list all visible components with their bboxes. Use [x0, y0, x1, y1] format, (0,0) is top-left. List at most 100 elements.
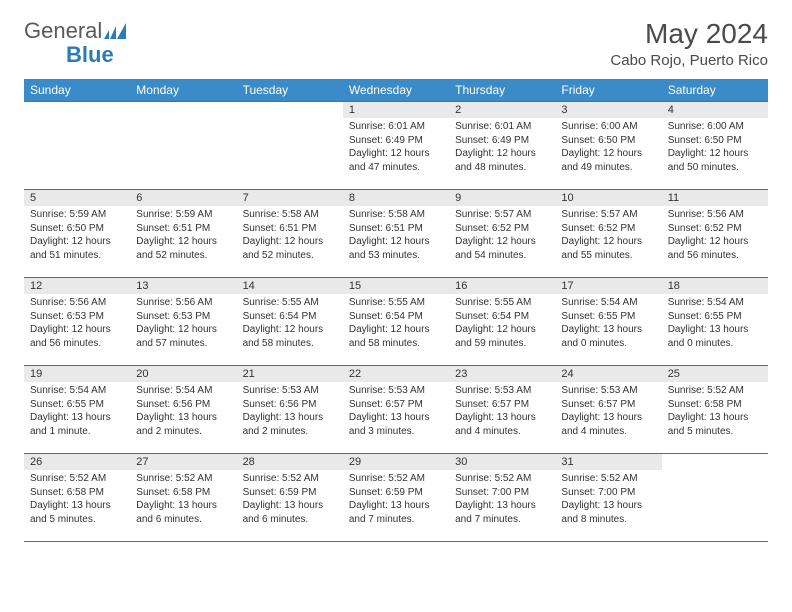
day-detail-line: Sunrise: 5:54 AM: [30, 384, 124, 398]
day-detail-line: Daylight: 13 hours: [561, 499, 655, 513]
day-details: Sunrise: 5:53 AMSunset: 6:57 PMDaylight:…: [555, 382, 661, 442]
title-month: May 2024: [610, 18, 768, 50]
day-detail-line: and 7 minutes.: [455, 513, 549, 527]
day-details: Sunrise: 5:52 AMSunset: 7:00 PMDaylight:…: [449, 470, 555, 530]
day-detail-line: Sunset: 6:52 PM: [561, 222, 655, 236]
calendar-week-row: 5Sunrise: 5:59 AMSunset: 6:50 PMDaylight…: [24, 190, 768, 278]
day-number: 30: [449, 454, 555, 470]
day-detail-line: and 47 minutes.: [349, 161, 443, 175]
calendar-day-cell: 15Sunrise: 5:55 AMSunset: 6:54 PMDayligh…: [343, 278, 449, 366]
calendar-table: Sunday Monday Tuesday Wednesday Thursday…: [24, 79, 768, 542]
day-number: 10: [555, 190, 661, 206]
day-details: Sunrise: 5:56 AMSunset: 6:52 PMDaylight:…: [662, 206, 768, 266]
day-number: 22: [343, 366, 449, 382]
calendar-day-cell: 1Sunrise: 6:01 AMSunset: 6:49 PMDaylight…: [343, 102, 449, 190]
day-detail-line: Sunrise: 5:57 AM: [561, 208, 655, 222]
day-detail-line: Daylight: 12 hours: [30, 323, 124, 337]
day-number: 20: [130, 366, 236, 382]
day-number: 6: [130, 190, 236, 206]
day-detail-line: Sunrise: 5:56 AM: [668, 208, 762, 222]
day-detail-line: Daylight: 12 hours: [668, 235, 762, 249]
day-number: 17: [555, 278, 661, 294]
day-detail-line: and 51 minutes.: [30, 249, 124, 263]
day-detail-line: Daylight: 12 hours: [136, 323, 230, 337]
day-details: Sunrise: 5:52 AMSunset: 6:58 PMDaylight:…: [24, 470, 130, 530]
calendar-day-cell: [130, 102, 236, 190]
day-details: Sunrise: 5:56 AMSunset: 6:53 PMDaylight:…: [24, 294, 130, 354]
calendar-day-cell: 16Sunrise: 5:55 AMSunset: 6:54 PMDayligh…: [449, 278, 555, 366]
day-detail-line: Sunset: 6:58 PM: [30, 486, 124, 500]
calendar-week-row: 19Sunrise: 5:54 AMSunset: 6:55 PMDayligh…: [24, 366, 768, 454]
day-detail-line: Sunset: 6:57 PM: [455, 398, 549, 412]
day-number: 16: [449, 278, 555, 294]
day-detail-line: Sunset: 6:59 PM: [349, 486, 443, 500]
calendar-day-cell: 9Sunrise: 5:57 AMSunset: 6:52 PMDaylight…: [449, 190, 555, 278]
day-detail-line: Sunrise: 5:59 AM: [30, 208, 124, 222]
calendar-day-cell: 26Sunrise: 5:52 AMSunset: 6:58 PMDayligh…: [24, 454, 130, 542]
day-detail-line: Daylight: 13 hours: [668, 323, 762, 337]
day-detail-line: Sunset: 6:50 PM: [561, 134, 655, 148]
day-detail-line: and 58 minutes.: [243, 337, 337, 351]
day-detail-line: and 5 minutes.: [30, 513, 124, 527]
day-details: Sunrise: 5:55 AMSunset: 6:54 PMDaylight:…: [343, 294, 449, 354]
day-detail-line: Daylight: 12 hours: [561, 235, 655, 249]
weekday-header: Tuesday: [237, 79, 343, 102]
day-detail-line: and 54 minutes.: [455, 249, 549, 263]
day-detail-line: and 5 minutes.: [668, 425, 762, 439]
day-detail-line: and 3 minutes.: [349, 425, 443, 439]
day-detail-line: Sunset: 6:57 PM: [561, 398, 655, 412]
day-detail-line: and 56 minutes.: [668, 249, 762, 263]
day-detail-line: and 4 minutes.: [561, 425, 655, 439]
day-detail-line: Sunset: 6:58 PM: [668, 398, 762, 412]
day-detail-line: Daylight: 13 hours: [455, 411, 549, 425]
day-detail-line: Sunrise: 5:52 AM: [668, 384, 762, 398]
day-detail-line: and 1 minute.: [30, 425, 124, 439]
day-details: Sunrise: 5:54 AMSunset: 6:56 PMDaylight:…: [130, 382, 236, 442]
day-detail-line: and 53 minutes.: [349, 249, 443, 263]
calendar-day-cell: 28Sunrise: 5:52 AMSunset: 6:59 PMDayligh…: [237, 454, 343, 542]
day-detail-line: Daylight: 13 hours: [30, 411, 124, 425]
day-detail-line: and 2 minutes.: [243, 425, 337, 439]
day-detail-line: Daylight: 13 hours: [455, 499, 549, 513]
day-details: Sunrise: 5:59 AMSunset: 6:51 PMDaylight:…: [130, 206, 236, 266]
day-number: 29: [343, 454, 449, 470]
weekday-header: Friday: [555, 79, 661, 102]
day-details: Sunrise: 5:52 AMSunset: 6:59 PMDaylight:…: [343, 470, 449, 530]
day-detail-line: Sunrise: 6:00 AM: [668, 120, 762, 134]
calendar-day-cell: 20Sunrise: 5:54 AMSunset: 6:56 PMDayligh…: [130, 366, 236, 454]
day-detail-line: Daylight: 12 hours: [349, 147, 443, 161]
day-detail-line: Sunset: 6:54 PM: [243, 310, 337, 324]
calendar-day-cell: 29Sunrise: 5:52 AMSunset: 6:59 PMDayligh…: [343, 454, 449, 542]
day-detail-line: and 6 minutes.: [243, 513, 337, 527]
day-detail-line: Sunrise: 6:00 AM: [561, 120, 655, 134]
day-detail-line: Daylight: 13 hours: [243, 411, 337, 425]
calendar-day-cell: [662, 454, 768, 542]
day-detail-line: Sunrise: 6:01 AM: [349, 120, 443, 134]
day-details: Sunrise: 6:01 AMSunset: 6:49 PMDaylight:…: [343, 118, 449, 178]
day-detail-line: Sunset: 6:50 PM: [668, 134, 762, 148]
day-detail-line: Sunset: 7:00 PM: [455, 486, 549, 500]
day-number: 7: [237, 190, 343, 206]
day-detail-line: Daylight: 13 hours: [561, 323, 655, 337]
day-details: Sunrise: 5:54 AMSunset: 6:55 PMDaylight:…: [555, 294, 661, 354]
weekday-header-row: Sunday Monday Tuesday Wednesday Thursday…: [24, 79, 768, 102]
title-location: Cabo Rojo, Puerto Rico: [610, 52, 768, 69]
calendar-day-cell: 25Sunrise: 5:52 AMSunset: 6:58 PMDayligh…: [662, 366, 768, 454]
day-detail-line: Sunrise: 5:53 AM: [455, 384, 549, 398]
day-detail-line: Daylight: 13 hours: [349, 499, 443, 513]
weekday-header: Sunday: [24, 79, 130, 102]
calendar-day-cell: 2Sunrise: 6:01 AMSunset: 6:49 PMDaylight…: [449, 102, 555, 190]
day-number: 18: [662, 278, 768, 294]
day-details: Sunrise: 5:53 AMSunset: 6:56 PMDaylight:…: [237, 382, 343, 442]
day-detail-line: Sunrise: 5:58 AM: [349, 208, 443, 222]
day-number: 31: [555, 454, 661, 470]
day-detail-line: Sunset: 6:52 PM: [455, 222, 549, 236]
calendar-day-cell: 30Sunrise: 5:52 AMSunset: 7:00 PMDayligh…: [449, 454, 555, 542]
day-detail-line: and 6 minutes.: [136, 513, 230, 527]
day-detail-line: Sunrise: 5:59 AM: [136, 208, 230, 222]
day-detail-line: Sunrise: 5:52 AM: [243, 472, 337, 486]
day-detail-line: and 52 minutes.: [243, 249, 337, 263]
day-detail-line: Daylight: 12 hours: [455, 323, 549, 337]
day-detail-line: Daylight: 13 hours: [136, 411, 230, 425]
day-number: 1: [343, 102, 449, 118]
